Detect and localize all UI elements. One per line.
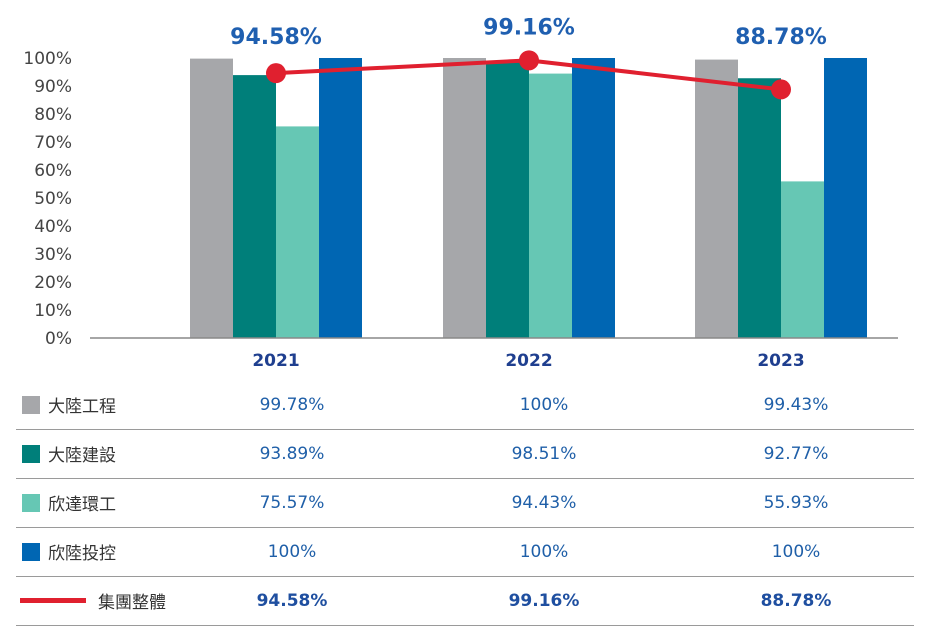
bar <box>319 58 362 338</box>
table-cell: 94.43% <box>511 492 577 513</box>
table-row: 大陸建設 93.89% 98.51% 92.77% <box>16 429 914 479</box>
table-row: 大陸工程 99.78% 100% 99.43% <box>16 380 914 430</box>
table-row: 欣陸投控 100% 100% 100% <box>16 527 914 577</box>
y-tick-label: 10% <box>34 301 72 321</box>
data-label: 99.16% <box>483 15 575 40</box>
table-cell: 100% <box>519 541 569 562</box>
bar <box>695 59 738 338</box>
y-tick-label: 40% <box>34 217 72 237</box>
legend-swatch <box>22 493 40 512</box>
bar <box>738 78 781 338</box>
y-tick-label: 100% <box>23 49 72 69</box>
data-label: 94.58% <box>230 25 322 50</box>
legend-entry: 大陸工程 <box>16 392 246 417</box>
bar <box>824 58 867 338</box>
y-tick-label: 70% <box>34 133 72 153</box>
y-tick-label: 80% <box>34 105 72 125</box>
legend-swatch <box>22 395 40 414</box>
legend-entry: 集團整體 <box>16 588 246 613</box>
series-label: 欣陸投控 <box>48 544 116 564</box>
table-cell: 92.77% <box>763 443 829 464</box>
table-cell: 98.51% <box>511 443 577 464</box>
table-cell: 55.93% <box>763 492 829 513</box>
bar <box>190 58 233 339</box>
series-label: 大陸建設 <box>48 446 116 466</box>
table-cell: 75.57% <box>259 492 325 513</box>
x-tick-label: 2022 <box>505 351 552 371</box>
data-label: 88.78% <box>735 25 827 50</box>
y-tick-label: 90% <box>34 77 72 97</box>
table-cell: 100% <box>771 541 821 562</box>
legend-swatch <box>20 598 86 603</box>
bar <box>781 181 824 338</box>
table-cell: 88.78% <box>760 590 832 611</box>
x-tick-label: 2021 <box>252 351 299 371</box>
table-cell: 94.58% <box>256 590 328 611</box>
table-row: 欣達環工 75.57% 94.43% 55.93% <box>16 478 914 528</box>
line-point <box>519 50 539 71</box>
bar <box>486 62 529 339</box>
y-tick-label: 50% <box>34 189 72 209</box>
chart-plot: 0% 10% 20% 30% 40% 50% 60% 70% 80% 90% 100% 2021 202… <box>23 15 898 371</box>
legend-entry: 欣達環工 <box>16 490 246 515</box>
x-tick-label: 2023 <box>757 351 804 371</box>
table-cell: 93.89% <box>259 443 325 464</box>
y-tick-label: 0% <box>45 329 72 349</box>
bar <box>276 126 319 339</box>
legend-entry: 欣陸投控 <box>16 539 246 564</box>
table-cell: 100% <box>267 541 317 562</box>
table-row: 集團整體 94.58% 99.16% 88.78% <box>16 576 914 626</box>
bar <box>233 75 276 338</box>
legend-swatch <box>22 542 40 561</box>
table-cell: 99.78% <box>259 394 325 415</box>
series-label: 集團整體 <box>98 593 166 613</box>
bar <box>572 58 615 338</box>
series-label: 大陸工程 <box>48 397 116 417</box>
table-cell: 100% <box>519 394 569 415</box>
bar <box>443 58 486 338</box>
bar <box>529 73 572 338</box>
series-label: 欣達環工 <box>48 495 116 515</box>
y-tick-label: 60% <box>34 161 72 181</box>
y-tick-label: 30% <box>34 245 72 265</box>
table-cell: 99.43% <box>763 394 829 415</box>
line-point <box>771 79 791 100</box>
table-cell: 99.16% <box>508 590 580 611</box>
y-tick-label: 20% <box>34 273 72 293</box>
legend-entry: 大陸建設 <box>16 441 246 466</box>
line-point <box>266 63 286 84</box>
legend-swatch <box>22 444 40 463</box>
